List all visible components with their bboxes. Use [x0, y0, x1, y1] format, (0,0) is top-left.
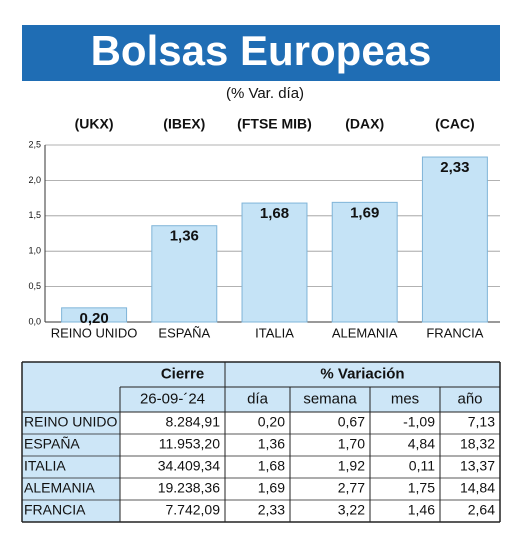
- index-label: (UKX): [75, 116, 114, 132]
- title-banner: [22, 25, 500, 81]
- table-cell: 1,46: [408, 502, 435, 518]
- value-label: 2,33: [440, 159, 469, 176]
- row-label: ITALIA: [24, 458, 66, 474]
- table-cell: 0,20: [258, 414, 285, 430]
- table-cell: 7,13: [468, 414, 495, 430]
- table-label-bg: [22, 412, 120, 522]
- chart-subtitle: (% Var. día): [226, 85, 304, 102]
- table-cell: 1,36: [258, 436, 285, 452]
- bar: [331, 201, 398, 323]
- table-cell: 0,67: [338, 414, 365, 430]
- table-cell: 2,33: [258, 502, 285, 518]
- table-cell: 14,84: [460, 480, 495, 496]
- x-tick-label: REINO UNIDO: [51, 325, 138, 340]
- table-cell: 0,11: [409, 458, 435, 474]
- group-header: % Variación: [320, 365, 404, 382]
- table-cell: 4,84: [408, 436, 435, 452]
- x-tick-label: ALEMANIA: [332, 325, 398, 340]
- y-tick-label: 1,0: [28, 246, 41, 256]
- y-tick-label: 2,0: [28, 175, 41, 185]
- column-header: año: [457, 390, 482, 407]
- row-label: REINO UNIDO: [24, 414, 117, 430]
- table-cell: 34.409,34: [158, 458, 220, 474]
- index-label: (CAC): [435, 116, 475, 132]
- column-header: mes: [391, 390, 419, 407]
- table-cell: 11.953,20: [159, 436, 220, 452]
- y-tick-label: 0,0: [28, 316, 41, 326]
- table-cell: 18,32: [460, 436, 495, 452]
- table-cell: 2,64: [468, 502, 495, 518]
- bar: [241, 202, 308, 323]
- table-cell: 13,37: [460, 458, 495, 474]
- x-tick-label: ESPAÑA: [158, 325, 210, 340]
- table-cell: 1,69: [258, 480, 285, 496]
- column-header: 26-09-´24: [140, 390, 205, 407]
- index-label: (DAX): [345, 116, 384, 132]
- table-cell: 19.238,36: [158, 480, 220, 496]
- table-cell: -1,09: [403, 414, 435, 430]
- table-cell: 1,68: [258, 458, 285, 474]
- value-label: 1,36: [170, 228, 199, 245]
- table-cell: 7.742,09: [166, 502, 221, 518]
- table-cell: 2,77: [338, 480, 365, 496]
- x-tick-label: FRANCIA: [426, 325, 483, 340]
- row-label: FRANCIA: [24, 502, 86, 518]
- value-label: 1,69: [350, 204, 379, 221]
- row-label: ALEMANIA: [24, 480, 95, 496]
- table-cell: 1,75: [408, 480, 435, 496]
- value-label: 1,68: [260, 205, 289, 222]
- y-tick-label: 2,5: [28, 139, 41, 149]
- y-tick-label: 1,5: [28, 210, 41, 220]
- column-header: semana: [303, 390, 357, 407]
- x-tick-label: ITALIA: [255, 325, 294, 340]
- table-cell: 3,22: [338, 502, 365, 518]
- index-label: (IBEX): [163, 116, 205, 132]
- y-tick-label: 0,5: [28, 281, 41, 291]
- table-cell: 1,92: [338, 458, 365, 474]
- bar: [61, 307, 128, 323]
- index-label: (FTSE MIB): [237, 116, 312, 132]
- value-label: 0,20: [79, 310, 108, 327]
- group-header: Cierre: [161, 365, 204, 382]
- table-cell: 8.284,91: [166, 414, 221, 430]
- chart-title: Bolsas Europeas: [91, 27, 432, 74]
- bar: [421, 156, 488, 323]
- column-header: día: [247, 390, 269, 407]
- bar: [151, 225, 218, 323]
- table-cell: 1,70: [338, 436, 365, 452]
- row-label: ESPAÑA: [24, 436, 80, 452]
